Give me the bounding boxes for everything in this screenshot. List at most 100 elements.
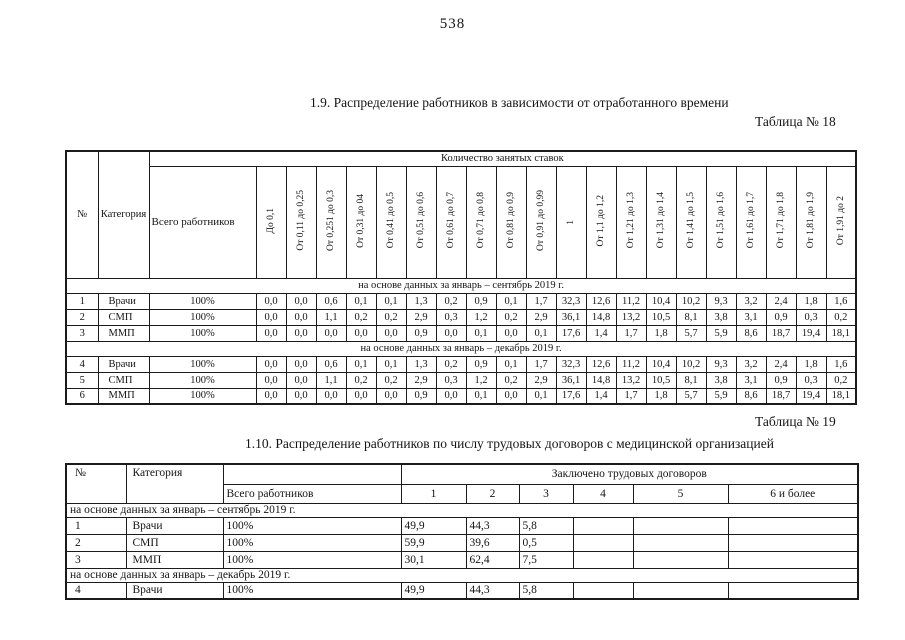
total-cell: 100%: [222, 516, 402, 535]
value-cell: 0,0: [255, 292, 287, 310]
value-cell: 1,6: [825, 292, 857, 310]
value-cell: 0,0: [285, 371, 317, 389]
value-cell: [572, 581, 634, 600]
value-cell: 0,9: [405, 324, 437, 342]
value-cell: 2,9: [525, 308, 557, 326]
value-cell: 30,1: [400, 550, 467, 569]
value-cell: 0,6: [315, 355, 347, 373]
value-cell: 0,0: [495, 324, 527, 342]
value-cell: 44,3: [465, 516, 520, 535]
value-cell: 0,2: [495, 371, 527, 389]
value-cell: 2,9: [405, 308, 437, 326]
value-cell: 0,0: [435, 387, 467, 405]
rate-column-label: От 0,81 до 0,9: [505, 192, 516, 249]
value-cell: 13,2: [615, 371, 647, 389]
rate-column-label: От 0,41 до 0,5: [385, 192, 396, 249]
value-cell: 0,0: [435, 324, 467, 342]
section-1-9-title: 1.9. Распределение работников в зависимо…: [310, 95, 729, 110]
value-cell: 1,2: [465, 308, 497, 326]
value-cell: 0,2: [435, 292, 467, 310]
rate-column-header: До 0,1: [255, 165, 287, 279]
value-cell: 0,2: [375, 371, 407, 389]
value-cell: 17,6: [555, 324, 587, 342]
value-cell: 59,9: [400, 533, 467, 552]
value-cell: 10,2: [675, 292, 707, 310]
value-cell: 0,3: [435, 371, 467, 389]
value-cell: 9,3: [705, 355, 737, 373]
value-cell: 0,1: [345, 292, 377, 310]
value-cell: 0,0: [315, 324, 347, 342]
value-cell: 10,4: [645, 355, 677, 373]
value-cell: 0,9: [765, 308, 797, 326]
value-cell: 0,2: [825, 371, 857, 389]
contract-count-header: 3: [518, 483, 574, 504]
value-cell: 0,1: [495, 292, 527, 310]
row-number-cell: 2: [65, 533, 127, 552]
value-cell: 2,9: [525, 371, 557, 389]
value-cell: 0,0: [285, 355, 317, 373]
value-cell: [632, 516, 729, 535]
value-cell: 2,4: [765, 292, 797, 310]
table-18-label: Таблица № 18: [755, 114, 836, 129]
period-band-row: на основе данных за январь – декабрь 201…: [65, 567, 859, 583]
value-cell: 7,5: [518, 550, 574, 569]
value-cell: 3,8: [705, 371, 737, 389]
value-cell: 0,9: [465, 292, 497, 310]
table-row: 2 СМП 100% 59,9 39,6 0,5: [65, 533, 859, 552]
value-cell: 0,1: [495, 355, 527, 373]
table19-group-header: Заключено трудовых договоров: [400, 463, 859, 485]
value-cell: 1,1: [315, 371, 347, 389]
value-cell: [727, 533, 859, 552]
value-cell: 1,8: [795, 292, 827, 310]
rate-column-header: От 1,21 до 1,3: [615, 165, 647, 279]
rate-column-label: От 0,61 до 0,7: [445, 192, 456, 249]
value-cell: 1,3: [405, 292, 437, 310]
row-number-cell: 3: [65, 324, 99, 342]
rate-column-header: От 1,31 до 1,4: [645, 165, 677, 279]
rate-column-header: От 0,41 до 0,5: [375, 165, 407, 279]
value-cell: 0,0: [255, 324, 287, 342]
rate-column-label: От 0,51 до 0,6: [415, 192, 426, 249]
value-cell: 1,7: [615, 324, 647, 342]
value-cell: 0,0: [375, 324, 407, 342]
value-cell: 5,8: [518, 581, 574, 600]
table-row: 2 СМП 100% 0,0 0,0 1,1 0,2 0,2 2,9 0,3 1,2 0,2 2,9 36…: [65, 308, 857, 326]
value-cell: 0,0: [255, 355, 287, 373]
value-cell: 0,9: [465, 355, 497, 373]
rate-column-label: От 1,1 до 1,2: [595, 194, 606, 247]
value-cell: 32,3: [555, 292, 587, 310]
rate-column-header: От 0,91 до 0,99: [525, 165, 557, 279]
total-cell: 100%: [148, 371, 257, 389]
value-cell: 0,1: [375, 355, 407, 373]
value-cell: 0,1: [375, 292, 407, 310]
value-cell: 18,1: [825, 324, 857, 342]
value-cell: [572, 516, 634, 535]
table18-group-header: Количество занятых ставок: [148, 150, 857, 167]
value-cell: 14,8: [585, 308, 617, 326]
table19-total-header: Всего работников: [222, 483, 402, 504]
value-cell: 3,2: [735, 355, 767, 373]
table19-empty-header-cell: [222, 463, 402, 485]
value-cell: 0,3: [795, 371, 827, 389]
category-cell: ММП: [97, 387, 150, 405]
value-cell: 12,6: [585, 355, 617, 373]
value-cell: 2,9: [405, 371, 437, 389]
value-cell: 0,6: [315, 292, 347, 310]
value-cell: 8,6: [735, 387, 767, 405]
value-cell: 1,4: [585, 324, 617, 342]
rate-column-label: От 1,21 до 1,3: [625, 192, 636, 249]
row-number-cell: 2: [65, 308, 99, 326]
value-cell: 0,0: [375, 387, 407, 405]
value-cell: 0,2: [495, 308, 527, 326]
rate-column-label: От 0,11 до 0,25: [295, 190, 306, 251]
rate-column-header: От 1,91 до 2: [825, 165, 857, 279]
value-cell: 1,6: [825, 355, 857, 373]
value-cell: 0,2: [375, 308, 407, 326]
row-number-cell: 6: [65, 387, 99, 405]
total-cell: 100%: [148, 292, 257, 310]
value-cell: 0,0: [285, 308, 317, 326]
value-cell: [572, 533, 634, 552]
period-band-label: на основе данных за январь – сентябрь 20…: [65, 502, 859, 518]
value-cell: 5,7: [675, 324, 707, 342]
value-cell: [572, 550, 634, 569]
